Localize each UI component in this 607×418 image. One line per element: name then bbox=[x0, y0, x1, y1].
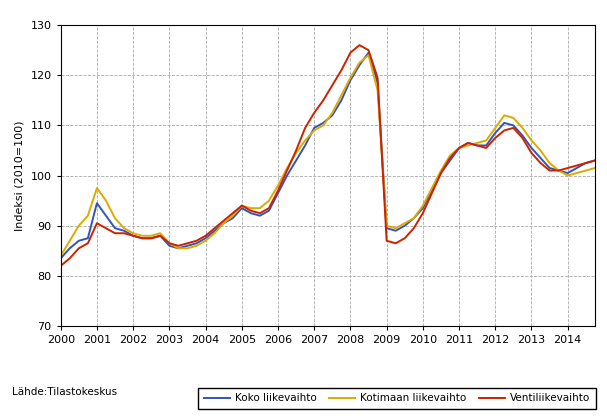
Kotimaan liikevaihto bbox=[193, 243, 200, 248]
Kotimaan liikevaihto bbox=[401, 221, 409, 226]
Line: Koko liikevaihto: Koko liikevaihto bbox=[61, 53, 595, 258]
Ventiliikevaihto bbox=[148, 236, 155, 241]
Ventiliikevaihto bbox=[211, 226, 219, 231]
Kotimaan liikevaihto bbox=[238, 203, 245, 208]
Ventiliikevaihto bbox=[401, 236, 409, 241]
Text: Lähde:Tilastokeskus: Lähde:Tilastokeskus bbox=[12, 387, 117, 397]
Koko liikevaihto bbox=[211, 228, 219, 233]
Koko liikevaihto bbox=[591, 158, 599, 163]
Ventiliikevaihto bbox=[193, 238, 200, 243]
Kotimaan liikevaihto bbox=[57, 253, 64, 258]
Kotimaan liikevaihto bbox=[148, 233, 155, 238]
Ventiliikevaihto bbox=[229, 211, 236, 216]
Koko liikevaihto bbox=[148, 236, 155, 241]
Koko liikevaihto bbox=[401, 223, 409, 228]
Koko liikevaihto bbox=[238, 206, 245, 211]
Koko liikevaihto bbox=[365, 50, 372, 55]
Line: Kotimaan liikevaihto: Kotimaan liikevaihto bbox=[61, 55, 595, 256]
Legend: Koko liikevaihto, Kotimaan liikevaihto, Ventiliikevaihto: Koko liikevaihto, Kotimaan liikevaihto, … bbox=[198, 388, 595, 409]
Ventiliikevaihto bbox=[238, 203, 245, 208]
Ventiliikevaihto bbox=[356, 43, 363, 48]
Kotimaan liikevaihto bbox=[211, 231, 219, 236]
Kotimaan liikevaihto bbox=[229, 213, 236, 218]
Koko liikevaihto bbox=[229, 216, 236, 221]
Line: Ventiliikevaihto: Ventiliikevaihto bbox=[61, 45, 595, 266]
Ventiliikevaihto bbox=[57, 263, 64, 268]
Y-axis label: Indeksi (2010=100): Indeksi (2010=100) bbox=[15, 120, 25, 231]
Koko liikevaihto bbox=[193, 241, 200, 246]
Kotimaan liikevaihto bbox=[365, 53, 372, 58]
Koko liikevaihto bbox=[57, 256, 64, 261]
Ventiliikevaihto bbox=[591, 158, 599, 163]
Kotimaan liikevaihto bbox=[591, 166, 599, 171]
